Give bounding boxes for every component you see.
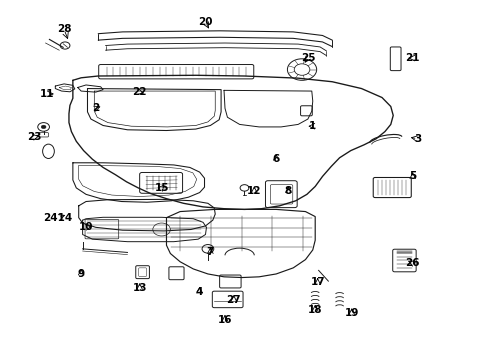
Text: 28: 28	[57, 24, 71, 35]
Text: 4: 4	[196, 287, 203, 297]
Circle shape	[41, 125, 46, 129]
Text: 11: 11	[40, 89, 54, 99]
Text: 6: 6	[272, 154, 279, 164]
Text: 21: 21	[405, 53, 419, 63]
Text: 12: 12	[246, 186, 261, 197]
Text: 5: 5	[408, 171, 415, 181]
Text: 10: 10	[79, 222, 93, 232]
Text: 9: 9	[78, 269, 84, 279]
Text: 26: 26	[405, 258, 419, 268]
Text: 8: 8	[284, 186, 291, 197]
Text: 18: 18	[307, 305, 322, 315]
Text: 27: 27	[226, 295, 241, 305]
Text: 19: 19	[344, 309, 358, 318]
Text: 7: 7	[206, 247, 214, 257]
Text: 1: 1	[308, 121, 316, 131]
Text: 17: 17	[310, 277, 325, 287]
Text: 15: 15	[154, 183, 168, 193]
Text: 23: 23	[27, 132, 42, 142]
Text: 13: 13	[132, 283, 146, 293]
Text: 22: 22	[132, 87, 146, 97]
Text: 3: 3	[413, 134, 420, 144]
Text: 2: 2	[92, 103, 99, 113]
Text: 25: 25	[300, 53, 314, 63]
Text: 20: 20	[198, 17, 212, 27]
Text: 16: 16	[217, 315, 232, 325]
Text: 2414: 2414	[43, 213, 73, 222]
